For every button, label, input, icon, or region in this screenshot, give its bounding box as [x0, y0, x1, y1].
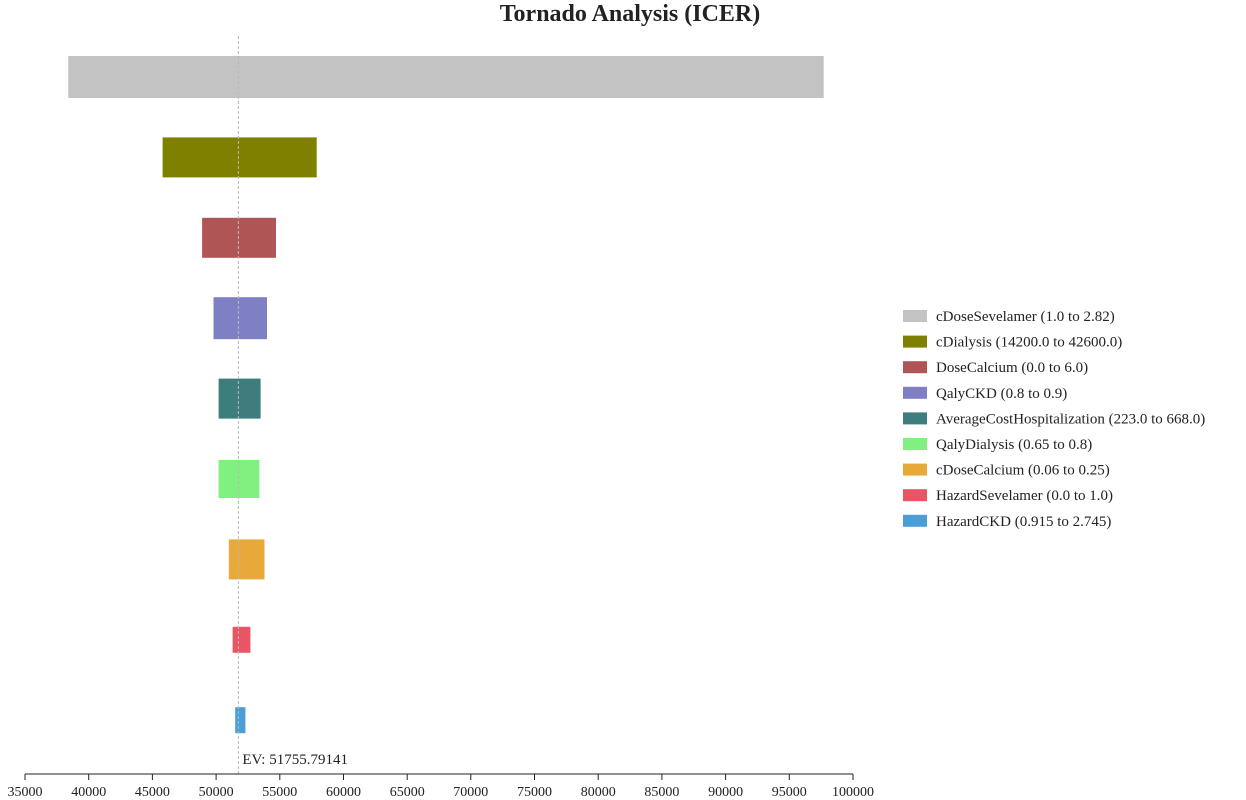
- legend-swatch: [903, 412, 927, 425]
- x-axis: 35000 40000 45000 50000 55000 60000 65000 70000…: [8, 773, 874, 800]
- legend-swatch: [903, 438, 927, 450]
- legend-swatch: [903, 310, 927, 322]
- legend-label: HazardCKD (0.915 to 2.745): [936, 514, 1111, 530]
- ev-label: EV: 51755.79141: [242, 752, 348, 768]
- legend-label: AverageCostHospitalization (223.0 to 668…: [936, 411, 1205, 427]
- legend-label: DoseCalcium (0.0 to 6.0): [936, 360, 1088, 376]
- legend-swatch: [903, 514, 927, 527]
- x-tick-label: 65000: [390, 785, 425, 800]
- legend-swatch: [903, 335, 927, 348]
- legend-label: HazardSevelamer (0.0 to 1.0): [936, 488, 1113, 504]
- legend-swatch: [903, 361, 927, 374]
- bars-layer: [68, 56, 824, 734]
- x-tick-label: 60000: [326, 785, 361, 800]
- tornado-bar: [162, 137, 317, 178]
- legend-label: QalyDialysis (0.65 to 0.8): [936, 437, 1092, 453]
- legend-swatch: [903, 489, 927, 502]
- tornado-bar: [235, 707, 246, 734]
- ev-layer: EV: 51755.79141: [237, 36, 348, 774]
- tornado-bar: [213, 297, 267, 340]
- x-tick-label: 70000: [453, 785, 488, 800]
- legend-label: cDialysis (14200.0 to 42600.0): [936, 335, 1122, 351]
- x-tick-label: 100000: [832, 785, 874, 800]
- x-tick-label: 55000: [262, 785, 297, 800]
- x-tick-label: 40000: [71, 785, 106, 800]
- tornado-bar: [228, 539, 265, 580]
- x-tick-label: 75000: [517, 785, 552, 800]
- x-tick-label: 45000: [135, 785, 170, 800]
- legend-swatch: [903, 463, 927, 476]
- x-tick-label: 85000: [644, 785, 679, 800]
- legend-label: cDoseCalcium (0.06 to 0.25): [936, 463, 1110, 479]
- tornado-bar: [218, 378, 261, 419]
- legend: cDoseSevelamer (1.0 to 2.82) cDialysis (1…: [903, 309, 1205, 530]
- x-tick-label: 80000: [581, 785, 616, 800]
- x-tick-label: 95000: [772, 785, 807, 800]
- legend-swatch: [903, 386, 927, 399]
- tornado-bar: [202, 217, 276, 258]
- x-tick-label: 50000: [199, 785, 234, 800]
- x-tick-label: 35000: [8, 785, 43, 800]
- legend-label: cDoseSevelamer (1.0 to 2.82): [936, 309, 1115, 325]
- chart-title: Tornado Analysis (ICER): [499, 1, 761, 27]
- tornado-bar: [218, 460, 260, 498]
- legend-label: QalyCKD (0.8 to 0.9): [936, 386, 1067, 402]
- tornado-bar: [232, 626, 251, 653]
- tornado-bar: [68, 56, 824, 98]
- x-tick-label: 90000: [708, 785, 743, 800]
